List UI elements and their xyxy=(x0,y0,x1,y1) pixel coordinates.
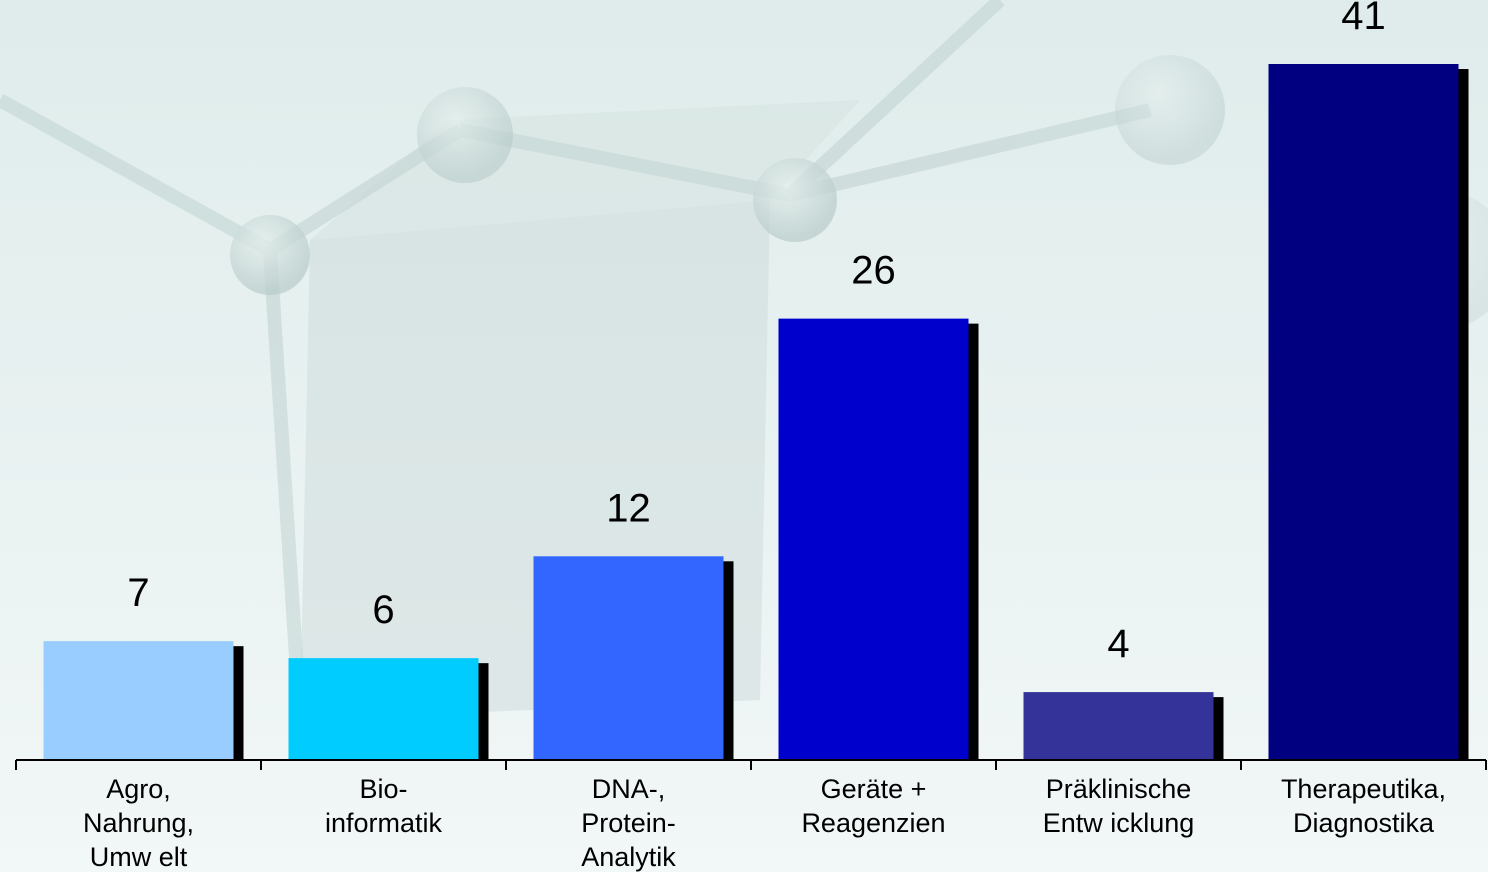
value-label: 26 xyxy=(851,249,896,293)
bar xyxy=(533,556,724,760)
value-label: 7 xyxy=(127,571,149,615)
bar xyxy=(778,318,969,760)
category-label: Therapeutika, Diagnostika xyxy=(1281,774,1446,838)
bar xyxy=(1023,692,1214,760)
bar xyxy=(288,658,479,760)
value-labels-group: 7 6 12 26 4 41 xyxy=(127,0,1385,666)
bar xyxy=(1268,64,1459,760)
value-label: 6 xyxy=(372,588,394,632)
category-label: DNA-, Protein-Analytik xyxy=(581,774,676,872)
category-label: Agro, Nahrung, Umw elt xyxy=(83,774,194,872)
value-label: 41 xyxy=(1341,0,1386,38)
category-label: Bio-informatik xyxy=(325,774,443,838)
category-label: Präklinische Entw icklung xyxy=(1043,774,1195,838)
category-label: Geräte + Reagenzien xyxy=(801,774,945,838)
bars-group xyxy=(43,64,1469,760)
value-label: 12 xyxy=(606,486,651,530)
bar xyxy=(43,641,234,760)
x-axis xyxy=(15,759,1487,770)
value-label: 4 xyxy=(1107,622,1129,666)
category-labels-group: Agro, Nahrung, Umw elt Bio-informatik DNA-, P… xyxy=(83,774,1446,872)
